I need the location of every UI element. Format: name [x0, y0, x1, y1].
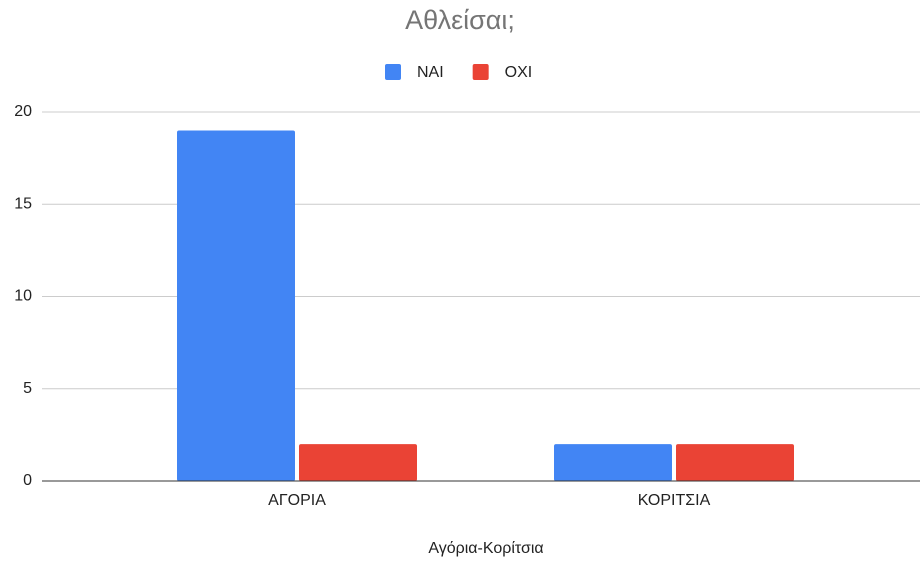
- legend-swatch: [385, 64, 401, 80]
- y-tick-label: 10: [14, 288, 32, 305]
- x-tick-label: ΚΟΡΙΤΣΙΑ: [638, 492, 711, 509]
- x-axis-title: Αγόρια-Κορίτσια: [428, 540, 543, 557]
- legend-swatch: [472, 64, 489, 80]
- bar: [676, 444, 794, 481]
- bar: [554, 444, 672, 481]
- bar: [299, 444, 417, 481]
- y-tick-label: 5: [23, 380, 32, 397]
- legend-label: ΝΑΙ: [417, 64, 444, 81]
- y-tick-label: 15: [14, 195, 32, 212]
- legend-label: ΟΧΙ: [505, 64, 533, 81]
- bar: [177, 130, 295, 481]
- chart-title: Αθλείσαι;: [405, 5, 515, 35]
- x-tick-label: ΑΓΟΡΙΑ: [268, 492, 326, 509]
- y-tick-label: 0: [23, 472, 32, 489]
- y-tick-label: 20: [14, 103, 32, 120]
